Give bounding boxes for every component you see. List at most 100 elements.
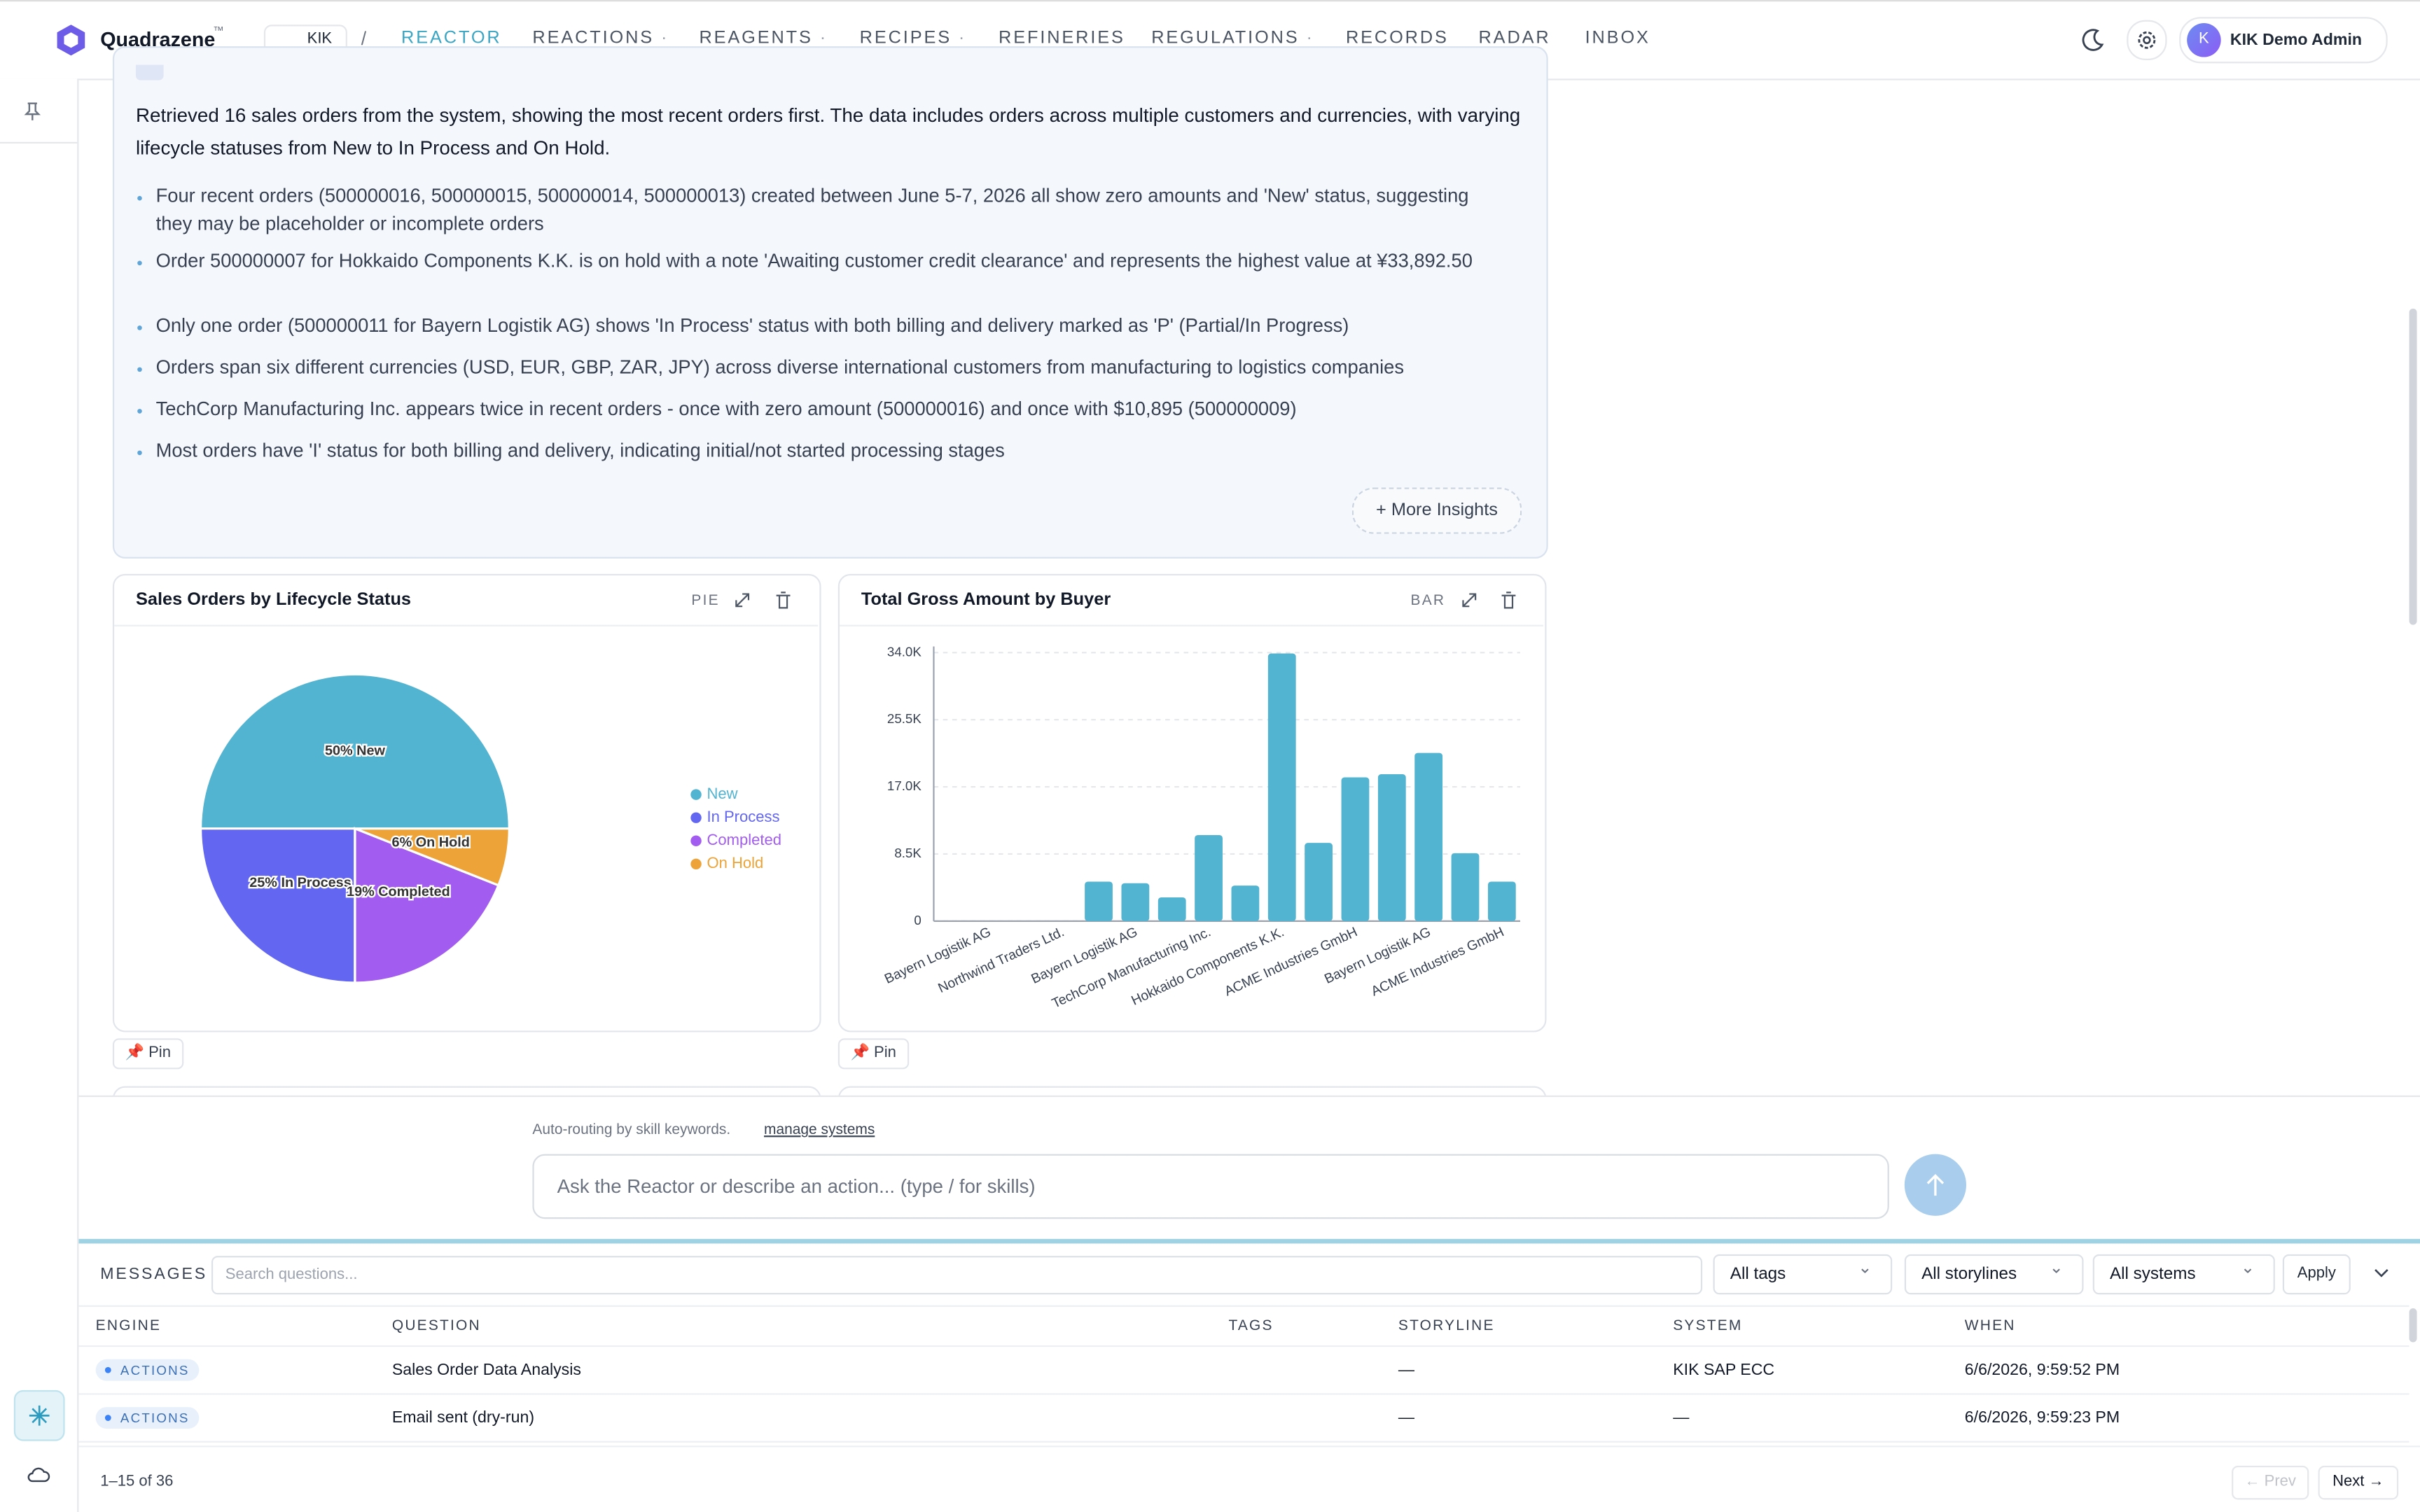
nav-item[interactable]: RADAR (1478, 29, 1551, 48)
insight-bullet: Most orders have 'I' status for both bil… (137, 437, 1499, 465)
composer (78, 1095, 2420, 1241)
column-header: SYSTEM (1673, 1317, 1743, 1335)
slice-label: 50% New (325, 743, 386, 759)
column-header: STORYLINE (1398, 1317, 1495, 1335)
nav-item[interactable]: RECORDS (1345, 29, 1449, 48)
row-divider (78, 1393, 2409, 1395)
divider (78, 1446, 2420, 1448)
nav-item[interactable]: RECIPES (860, 29, 967, 48)
y-tick-label: 17.0K (887, 778, 922, 793)
insight-bullet: Four recent orders (500000016, 500000015… (137, 182, 1499, 237)
cell-system: KIK SAP ECC (1673, 1361, 1775, 1380)
table-scrollbar (2409, 1308, 2417, 1343)
bar (1414, 752, 1443, 921)
pin-emoji: 📌 (125, 1044, 144, 1062)
nav-item[interactable]: REACTIONS (532, 29, 669, 48)
nav-item[interactable]: REACTOR (401, 29, 502, 48)
card-actions[interactable] (1460, 591, 1525, 609)
chart-type: PIE (691, 592, 720, 610)
filter-select[interactable]: All systems (2092, 1250, 2275, 1295)
manage-systems-link[interactable]: manage systems (764, 1121, 875, 1139)
bar (1231, 886, 1260, 921)
prompt-input[interactable]: Ask the Reactor or describe an action...… (532, 1154, 1889, 1219)
legend-swatch (690, 812, 702, 823)
messages-label: MESSAGES (100, 1265, 208, 1284)
legend-label: New (707, 785, 737, 802)
trademark: ™ (213, 26, 224, 37)
pie-slice (199, 827, 356, 984)
pie-slice (354, 827, 501, 984)
cell-system: — (1673, 1408, 1690, 1427)
card-actions[interactable] (733, 591, 798, 609)
column-header: WHEN (1964, 1317, 2016, 1335)
legend-label: Completed (707, 831, 781, 848)
cell-question: Sales Order Data Analysis (391, 1361, 581, 1380)
y-tick-label: 8.5K (894, 846, 922, 860)
next-button[interactable]: Next → (2318, 1465, 2399, 1500)
plus: + (1375, 501, 1391, 520)
pin-button[interactable]: 📌 Pin (112, 1038, 183, 1070)
column-header: TAGS (1228, 1317, 1274, 1335)
pin-label: Pin (874, 1044, 896, 1062)
nav-item[interactable]: REAGENTS (699, 29, 828, 48)
apply-button[interactable]: Apply (2282, 1254, 2351, 1295)
pin-button[interactable]: 📌 Pin (837, 1038, 909, 1070)
bar (1121, 883, 1150, 921)
divider (114, 624, 819, 626)
pie-slice (354, 827, 511, 887)
prev-button[interactable]: ← Prev (2232, 1465, 2309, 1500)
user-menu[interactable]: K KIK Demo Admin (2179, 17, 2388, 64)
y-tick-label: 0 (914, 913, 921, 927)
reactor-button[interactable] (13, 1390, 65, 1441)
spark-icon (29, 1405, 50, 1426)
theme-toggle[interactable] (2079, 26, 2107, 54)
nav-item[interactable]: INBOX (1585, 29, 1650, 48)
y-tick-label: 25.5K (887, 711, 922, 726)
nav-item[interactable]: REFINERIES (999, 29, 1125, 48)
search-input[interactable]: Search questions... (211, 1256, 1703, 1295)
separator: / (361, 27, 367, 50)
insight-bullet: Orders span six different currencies (US… (137, 354, 1499, 382)
settings-button[interactable] (2127, 20, 2167, 60)
slice-label: 25% In Process (249, 875, 352, 890)
filter-select[interactable]: All tags (1713, 1250, 1893, 1295)
bar (1267, 653, 1296, 921)
card-tag (135, 64, 164, 80)
pin-icon[interactable] (22, 100, 43, 122)
chart-title: Total Gross Amount by Buyer (861, 591, 1111, 610)
bar (1305, 843, 1333, 921)
tenant: KIK (307, 31, 333, 48)
divider (0, 141, 78, 144)
user-name: KIK Demo Admin (2230, 31, 2363, 50)
slice-label: 19% Completed (347, 884, 450, 899)
gear-icon (2138, 31, 2156, 49)
pin-emoji: 📌 (850, 1044, 870, 1062)
cell-storyline: — (1398, 1361, 1415, 1380)
more-insights-button[interactable]: + More Insights (1351, 487, 1522, 534)
column-header: ENGINE (95, 1317, 162, 1335)
cell-question: Email sent (dry-run) (391, 1408, 535, 1427)
slice-label: 6% On Hold (392, 834, 470, 850)
legend-swatch (690, 858, 702, 870)
scrollbar (2409, 308, 2417, 625)
bar (1341, 777, 1370, 921)
cloud-icon[interactable] (26, 1464, 50, 1486)
insight-bullet: Order 500000007 for Hokkaido Components … (137, 247, 1499, 275)
divider (78, 1345, 2409, 1348)
bar (1085, 881, 1113, 921)
bar (1451, 853, 1480, 921)
filter-select[interactable]: All storylines (1904, 1250, 2084, 1295)
send-button[interactable] (1904, 1154, 1967, 1216)
nav-item[interactable]: REGULATIONS (1151, 29, 1314, 48)
chart-title: Sales Orders by Lifecycle Status (135, 591, 412, 610)
x-tick-label: ACME Industries GmbH (1369, 924, 1507, 999)
collapse-toggle[interactable] (2372, 1265, 2391, 1280)
x-tick-label: Northwind Traders Ltd. (936, 924, 1066, 996)
x-tick-label: ACME Industries GmbH (1222, 924, 1360, 999)
page-range: 1–15 of 36 (100, 1473, 174, 1491)
sidebar (0, 78, 79, 1512)
cell-when: 6/6/2026, 9:59:23 PM (1964, 1408, 2120, 1427)
arrow-up (1926, 1174, 1945, 1196)
bar (1487, 881, 1516, 921)
